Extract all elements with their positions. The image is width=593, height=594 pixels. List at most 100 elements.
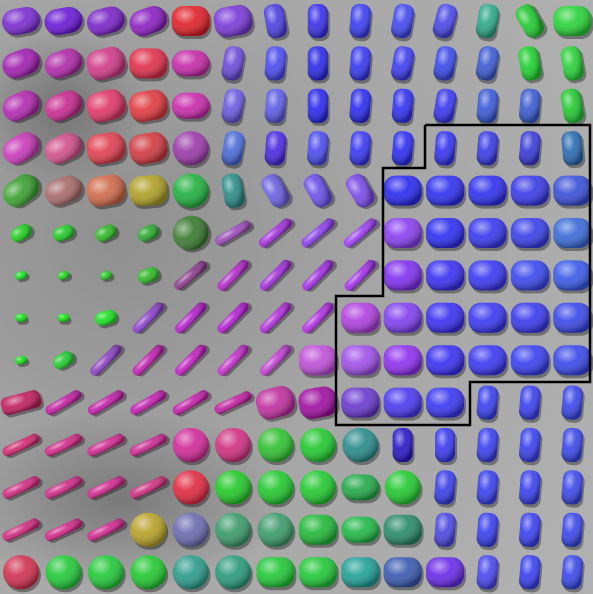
tensor-glyph bbox=[432, 3, 459, 42]
glyph-shading bbox=[174, 344, 207, 376]
tensor-glyph bbox=[259, 259, 295, 292]
glyph-shading bbox=[128, 89, 168, 122]
glyph-shading bbox=[392, 428, 413, 462]
tensor-glyph bbox=[87, 555, 126, 593]
tensor-glyph bbox=[87, 390, 128, 417]
glyph-shading bbox=[2, 90, 40, 122]
tensor-glyph bbox=[553, 302, 593, 336]
tensor-glyph bbox=[476, 555, 500, 593]
tensor-glyph bbox=[383, 175, 424, 209]
glyph-shading bbox=[172, 555, 209, 590]
glyph-shading bbox=[57, 270, 70, 280]
tensor-glyph bbox=[215, 428, 253, 465]
glyph-shading bbox=[349, 46, 371, 81]
tensor-glyph bbox=[341, 474, 382, 504]
glyph-shading bbox=[95, 224, 117, 242]
glyph-shading bbox=[128, 175, 168, 207]
glyph-shading bbox=[349, 88, 371, 123]
tensor-glyph bbox=[560, 88, 587, 126]
tensor-glyph bbox=[221, 130, 246, 169]
glyph-shading bbox=[561, 385, 583, 420]
glyph-shading bbox=[3, 174, 39, 208]
glyph-shading bbox=[476, 512, 499, 547]
glyph-shading bbox=[519, 88, 541, 123]
tensor-glyph bbox=[510, 302, 551, 336]
glyph-shading bbox=[383, 514, 422, 545]
tensor-glyph bbox=[87, 433, 128, 459]
glyph-shading bbox=[129, 5, 167, 37]
glyph-shading bbox=[87, 433, 125, 457]
tensor-glyph bbox=[301, 218, 338, 249]
tensor-glyph bbox=[383, 218, 424, 251]
glyph-shading bbox=[383, 557, 422, 588]
glyph-shading bbox=[44, 6, 83, 36]
glyph-shading bbox=[257, 512, 294, 547]
tensor-glyph bbox=[344, 259, 380, 292]
tensor-glyph bbox=[476, 427, 500, 466]
glyph-shading bbox=[519, 427, 541, 463]
glyph-shading bbox=[434, 131, 456, 166]
tensor-glyph bbox=[52, 224, 78, 244]
glyph-shading bbox=[433, 46, 457, 81]
tensor-glyph bbox=[341, 387, 382, 421]
glyph-shading bbox=[172, 131, 209, 166]
glyph-shading bbox=[426, 218, 464, 248]
glyph-shading bbox=[433, 88, 457, 124]
tensor-glyph bbox=[57, 270, 73, 283]
tensor-glyph bbox=[172, 215, 212, 253]
tensor-glyph bbox=[349, 3, 373, 42]
glyph-shading bbox=[15, 355, 27, 365]
tensor-glyph bbox=[15, 313, 29, 325]
glyph-shading bbox=[259, 302, 292, 334]
glyph-shading bbox=[302, 259, 334, 292]
glyph-shading bbox=[341, 387, 380, 418]
glyph-shading bbox=[44, 48, 83, 79]
glyph-shading bbox=[519, 555, 541, 590]
tensor-glyph bbox=[468, 260, 509, 294]
tensor-glyph bbox=[561, 512, 585, 551]
glyph-shading bbox=[426, 345, 464, 376]
glyph-shading bbox=[215, 512, 251, 547]
tensor-glyph bbox=[519, 427, 543, 466]
tensor-glyph bbox=[217, 344, 253, 377]
tensor-glyph bbox=[264, 88, 288, 127]
tensor-glyph bbox=[217, 302, 253, 335]
tensor-glyph bbox=[257, 470, 296, 508]
tensor-glyph bbox=[52, 351, 78, 371]
tensor-glyph bbox=[215, 220, 255, 248]
tensor-glyph bbox=[426, 387, 466, 421]
glyph-shading bbox=[561, 555, 583, 590]
glyph-shading bbox=[44, 132, 82, 164]
glyph-shading bbox=[172, 390, 209, 416]
tensor-glyph bbox=[392, 428, 415, 465]
glyph-shading bbox=[264, 131, 287, 166]
tensor-glyph bbox=[221, 173, 248, 211]
tensor-glyph bbox=[561, 385, 585, 423]
glyph-shading bbox=[171, 50, 210, 77]
glyph-shading bbox=[264, 88, 287, 123]
tensor-glyph bbox=[128, 132, 171, 167]
tensor-glyph bbox=[426, 345, 466, 379]
glyph-shading bbox=[561, 470, 583, 505]
glyph-shading bbox=[87, 555, 124, 590]
tensor-glyph bbox=[519, 131, 543, 169]
glyph-shading bbox=[301, 218, 335, 248]
tensor-glyph bbox=[129, 433, 170, 459]
glyph-shading bbox=[341, 345, 380, 376]
glyph-shading bbox=[213, 4, 253, 38]
glyph-shading bbox=[349, 3, 371, 39]
tensor-glyph bbox=[221, 46, 246, 84]
tensor-glyph bbox=[518, 46, 544, 84]
tensor-glyph bbox=[57, 313, 72, 325]
glyph-shading bbox=[137, 267, 159, 284]
glyph-shading bbox=[298, 557, 337, 588]
tensor-glyph bbox=[258, 218, 296, 249]
tensor-glyph bbox=[468, 218, 509, 251]
glyph-shading bbox=[44, 433, 82, 457]
glyph-shading bbox=[132, 344, 164, 376]
tensor-glyph bbox=[519, 385, 543, 423]
tensor-glyph bbox=[214, 391, 255, 416]
tensor-glyph bbox=[476, 385, 500, 423]
glyph-shading bbox=[2, 476, 40, 499]
glyph-shading bbox=[383, 175, 422, 206]
